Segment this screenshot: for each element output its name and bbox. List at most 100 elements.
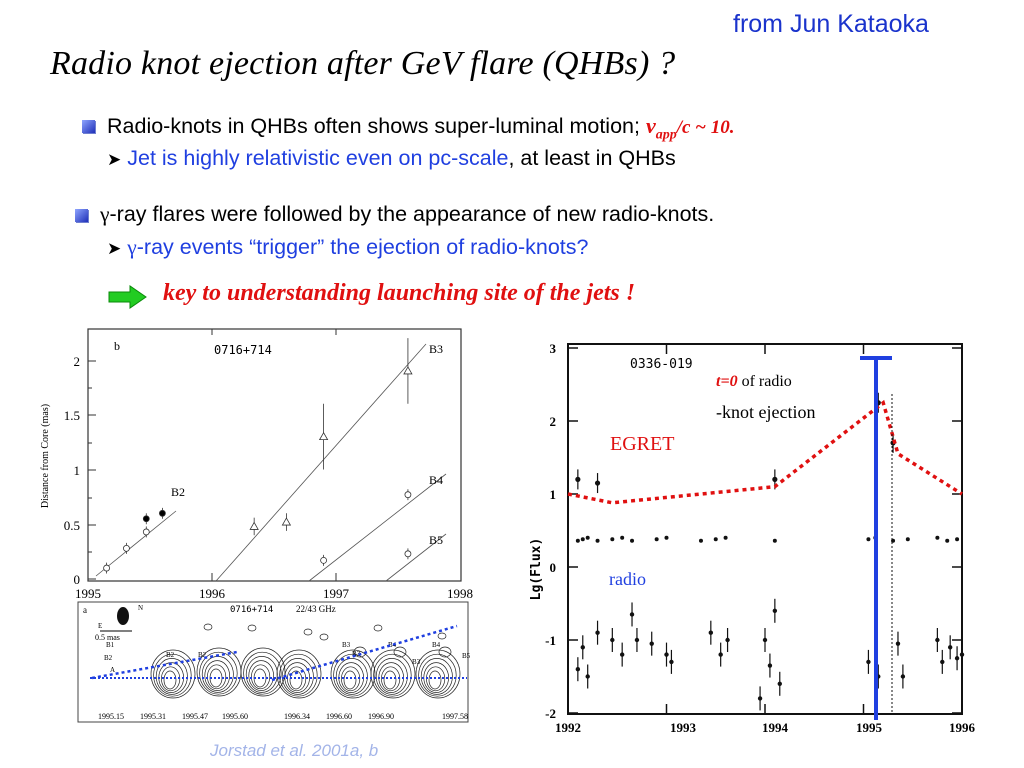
x-tick-1994: 1994: [762, 720, 789, 734]
contour: [375, 658, 408, 695]
radio-point: [866, 537, 871, 542]
knot-label: A: [110, 666, 115, 674]
radio-point: [654, 537, 659, 542]
bullet-1: Radio-knots in QHBs often shows super-lu…: [107, 113, 735, 143]
sub-bullet-1-blue: Jet is highly relativistic even on pc-sc…: [127, 146, 509, 170]
egret-point: [772, 476, 778, 482]
low-point: [725, 637, 730, 643]
knot-B4-label: B4: [429, 473, 443, 487]
radio-point: [772, 538, 777, 543]
low-point: [629, 612, 635, 617]
bullet-square-icon: [75, 209, 88, 222]
x-tick-1998: 1998: [447, 586, 473, 601]
radio-point: [664, 535, 669, 540]
y-tick-2: 2: [74, 354, 81, 369]
contour: [284, 662, 310, 693]
contour: [150, 649, 196, 699]
panel-label-b: b: [114, 339, 120, 353]
key-statement: key to understanding launching site of t…: [163, 280, 636, 306]
x-tick-1995: 1995: [75, 586, 101, 601]
data-point: [318, 431, 329, 441]
knot-distance-plot: 0 0.5 1 1.5 2 1995 1996 1997 1998 Distan…: [40, 328, 473, 601]
compass-E: E: [98, 622, 102, 630]
contour: [279, 653, 318, 697]
x-tick-1996: 1996: [199, 586, 226, 601]
x-tick-1993: 1993: [670, 720, 697, 734]
contour-maps: B1B2B2B2B3B3B4B3B4B5B3A: [104, 623, 470, 699]
radio-point: [905, 537, 910, 542]
epoch-label: 1996.34: [284, 712, 310, 721]
contour: [420, 658, 453, 695]
low-point: [610, 637, 615, 643]
low-point: [718, 652, 723, 657]
radio-point: [630, 538, 635, 543]
epoch-label: 1996.60: [326, 712, 352, 721]
egret-dotted-curve: [567, 399, 963, 505]
contour: [373, 653, 412, 697]
motion-line-2: [271, 624, 458, 682]
contour: [243, 651, 282, 695]
y-tick-3: 3: [550, 341, 557, 356]
contour: [370, 649, 416, 699]
knot-B3-label: B3: [429, 342, 443, 356]
low-point: [959, 652, 965, 657]
sub-bullet-2-text: -ray events “trigger” the ejection of ra…: [136, 235, 589, 259]
bullet-2-text: -ray flares were followed by the appeara…: [109, 202, 715, 226]
egret-point: [575, 476, 581, 482]
contour: [245, 656, 278, 693]
data-point: [103, 564, 110, 572]
radio-point: [620, 535, 625, 540]
beam-size: 0.5 mas: [95, 633, 120, 642]
data-point: [281, 517, 292, 526]
low-point: [947, 645, 953, 650]
epoch-label: 1996.90: [368, 712, 394, 721]
arrow-icon: ➤: [107, 150, 122, 169]
contour: [163, 670, 177, 690]
data-point: [249, 521, 259, 530]
low-point: [708, 630, 714, 635]
y-axis-label: Distance from Core (mas): [40, 404, 51, 508]
egret-point: [594, 480, 601, 486]
fit-lines: [95, 343, 447, 582]
contour-map: [415, 646, 461, 699]
light-curve-plot: 3 2 1 0 -1 -2 1992 1993 1994 1995 1996 L…: [529, 341, 976, 734]
radio-point: [698, 538, 703, 543]
contour: [153, 653, 192, 697]
t0-annotation: t=0 of radio: [716, 373, 792, 390]
y-tick-1: 1: [550, 487, 557, 502]
data-point: [123, 544, 130, 552]
epoch-labels: 1995.15 1995.31 1995.47 1995.60 1996.34 1996.…: [98, 712, 468, 721]
low-point: [772, 608, 778, 613]
contour: [240, 647, 286, 697]
low-point: [585, 674, 590, 679]
low-point: [595, 630, 600, 635]
knot-B5-label: B5: [429, 533, 443, 547]
panel-label-a: a: [83, 605, 87, 615]
knot-B2-label: B2: [171, 485, 185, 499]
data-point: [320, 556, 328, 564]
radio-point: [575, 538, 580, 543]
y-tick-m2: -2: [545, 706, 556, 721]
contour: [437, 632, 447, 640]
bullet-square-icon: [82, 120, 95, 133]
motion-line-1: [91, 650, 238, 680]
contour: [281, 658, 314, 695]
low-point: [767, 663, 773, 668]
contour: [335, 658, 368, 695]
contour: [393, 646, 407, 658]
source-name: 0336-019: [630, 357, 693, 372]
radio-point: [585, 535, 590, 540]
low-point: [669, 659, 674, 665]
x-tick-1997: 1997: [323, 586, 350, 601]
low-point: [575, 667, 581, 672]
epoch-label: 1995.47: [182, 712, 208, 721]
data-point: [142, 515, 150, 523]
knot-ejection-annotation: -knot ejection: [716, 402, 815, 422]
y-tick-1: 1: [74, 463, 81, 478]
y-tick-0: 0: [550, 560, 557, 575]
radio-point: [580, 537, 585, 542]
y-tick-0: 0: [74, 572, 81, 587]
contour: [303, 628, 313, 636]
radio-point: [595, 538, 600, 543]
v-subscript: app: [655, 127, 677, 143]
